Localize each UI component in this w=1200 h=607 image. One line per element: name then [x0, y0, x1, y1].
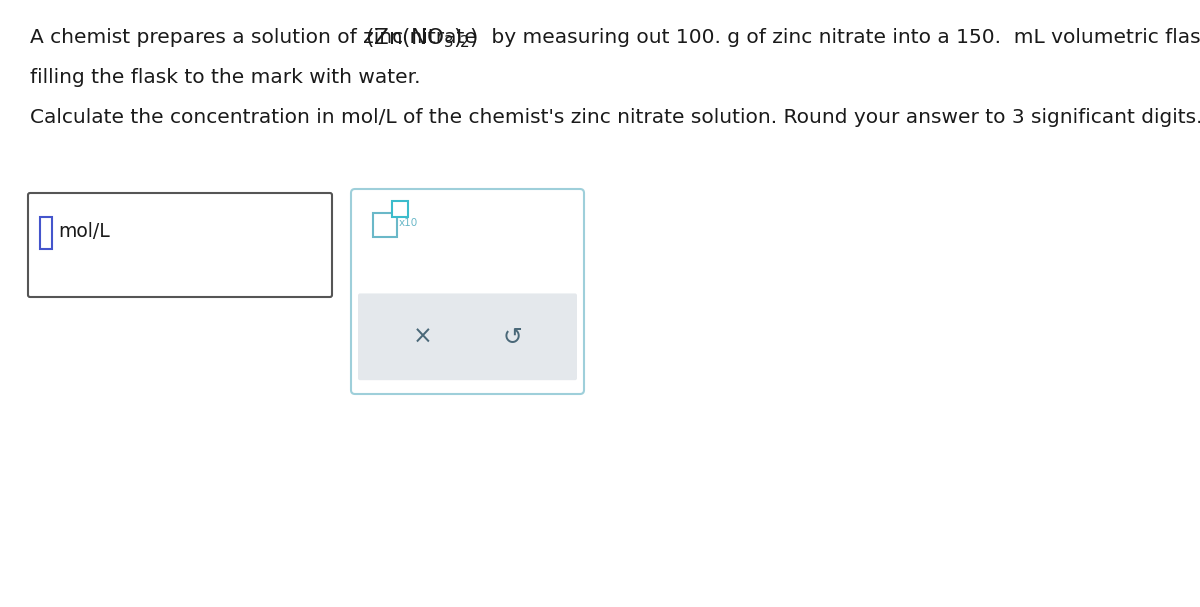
Text: ×: × — [413, 325, 432, 349]
Text: by measuring out 100. g of zinc nitrate into a 150.  mL volumetric flask and: by measuring out 100. g of zinc nitrate … — [485, 28, 1200, 47]
Text: A chemist prepares a solution of zinc nitrate: A chemist prepares a solution of zinc ni… — [30, 28, 484, 47]
Bar — [40, 217, 52, 249]
Text: filling the flask to the mark with water.: filling the flask to the mark with water… — [30, 68, 420, 87]
FancyBboxPatch shape — [358, 293, 577, 380]
FancyBboxPatch shape — [28, 193, 332, 297]
Text: x10: x10 — [398, 218, 419, 228]
FancyBboxPatch shape — [352, 189, 584, 394]
Text: Calculate the concentration in mol/L of the chemist's zinc nitrate solution. Rou: Calculate the concentration in mol/L of … — [30, 108, 1200, 127]
Bar — [392, 201, 408, 217]
Text: ↺: ↺ — [503, 325, 522, 349]
Bar — [373, 213, 397, 237]
Text: $\left(\mathrm{Zn}\left(\mathrm{NO_3}\right)_{\!2}\right)$: $\left(\mathrm{Zn}\left(\mathrm{NO_3}\ri… — [365, 26, 479, 50]
Text: mol/L: mol/L — [58, 222, 109, 241]
